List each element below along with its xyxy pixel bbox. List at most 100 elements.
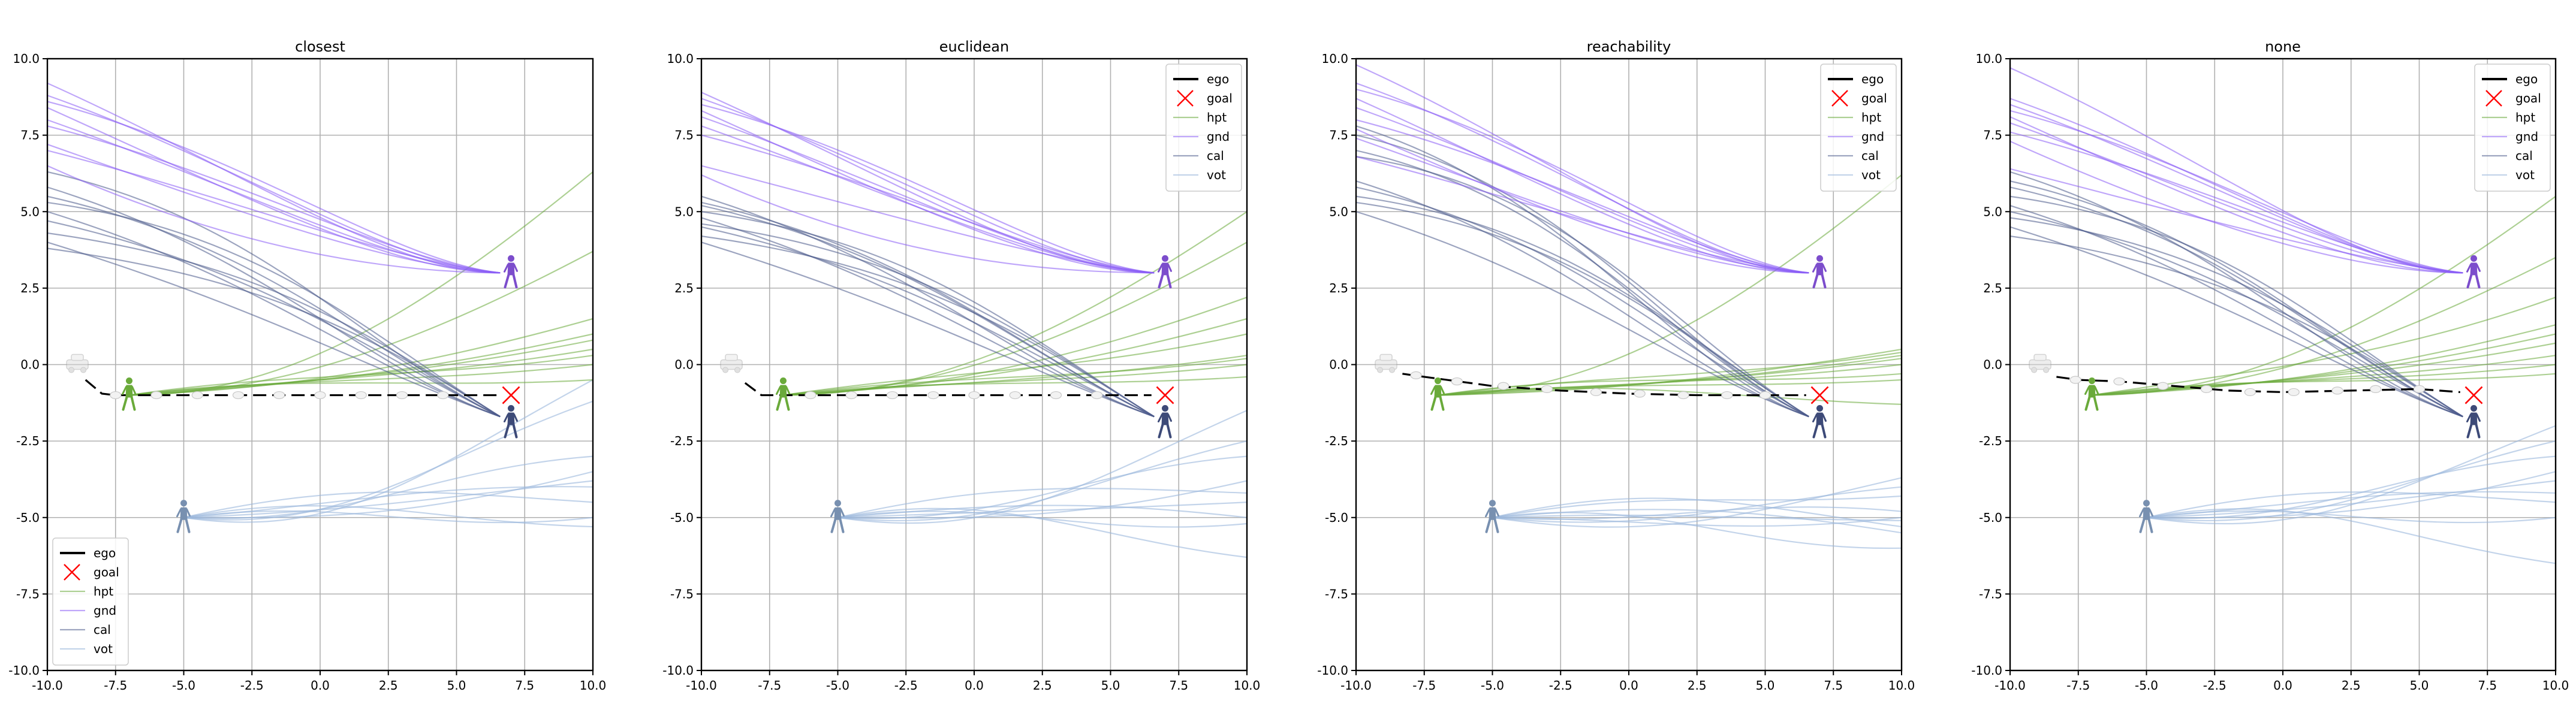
trajectory-hpt <box>783 355 1247 396</box>
waypoint-dot-icon <box>1759 391 1771 400</box>
trajectory-vot <box>2146 510 2556 524</box>
pedestrian-arms <box>776 386 790 395</box>
y-tick-label: -5.0 <box>670 510 694 525</box>
pedestrian-head <box>834 500 841 507</box>
trajectory-cal <box>2010 204 2463 418</box>
legend-item-cal: cal <box>2482 149 2533 163</box>
trajectory-vot <box>837 507 1247 558</box>
trajectory-cal <box>2010 226 2463 418</box>
trajectory-cal <box>1356 186 1809 418</box>
pedestrian-icon <box>2084 377 2099 411</box>
y-tick-label: 10.0 <box>1321 52 1348 66</box>
legend: ego goal hpt gnd cal vot <box>52 537 129 666</box>
waypoint-dot-icon <box>2370 385 2382 393</box>
trajectory-vot <box>183 379 593 523</box>
trajectories <box>701 92 1247 558</box>
waypoint-dot-icon <box>1541 385 1553 393</box>
pedestrian-legs <box>122 395 136 411</box>
goal-marker-icon <box>1156 386 1174 404</box>
y-tick-label: -7.5 <box>1979 587 2002 601</box>
pedestrian-icon <box>1158 255 1172 289</box>
legend-label: vot <box>1207 168 1226 182</box>
trajectory-gnd <box>47 101 501 274</box>
pedestrian-icon <box>1485 500 1499 533</box>
x-tick-label: -2.5 <box>240 678 264 693</box>
trajectory-vot <box>183 510 593 524</box>
trajectory-gnd <box>47 150 501 274</box>
pedestrian-torso <box>507 262 515 276</box>
x-tick-label: 5.0 <box>1756 678 1775 693</box>
trajectories <box>47 82 593 528</box>
trajectory-vot <box>183 480 593 518</box>
car-icon <box>720 354 743 373</box>
pedestrian-legs <box>2466 423 2481 439</box>
y-tick-label: 10.0 <box>13 52 40 66</box>
legend-item-ego: ego <box>2482 72 2538 86</box>
trajectory-cal <box>701 226 1155 418</box>
legend-label: goal <box>1207 91 1233 105</box>
waypoint-dot-icon <box>1677 391 1689 400</box>
trajectory-vot <box>183 491 593 518</box>
pedestrian-head <box>1162 404 1168 412</box>
trajectory-gnd <box>2010 98 2463 274</box>
pedestrian-head <box>1489 500 1496 507</box>
waypoint-dot-icon <box>1721 391 1733 400</box>
x-tick-label: 10.0 <box>1888 678 1915 693</box>
x-tick-label: 5.0 <box>1101 678 1120 693</box>
grid <box>1355 58 1902 671</box>
ego-path <box>85 379 498 397</box>
legend-label: ego <box>1861 72 1884 86</box>
legend: ego goal hpt gnd cal vot <box>1165 64 1242 192</box>
car-body <box>2029 359 2051 370</box>
waypoint-dot-icon <box>314 391 326 400</box>
x-tick-label: -7.5 <box>1412 678 1436 693</box>
x-tick-label: -7.5 <box>2066 678 2090 693</box>
trajectory-hpt <box>2092 333 2556 396</box>
pedestrian-legs <box>504 273 518 289</box>
waypoint-dot-icon <box>150 391 162 400</box>
x-tick-label: -10.0 <box>1340 678 1372 693</box>
x-tick-label: -2.5 <box>1549 678 1572 693</box>
goal-cross-b <box>1810 386 1829 404</box>
waypoint-dot-icon <box>1410 371 1422 379</box>
legend-label: goal <box>1861 91 1887 105</box>
legend-item-vot: vot <box>2482 168 2535 182</box>
waypoint-dot-icon <box>1009 391 1021 400</box>
trajectory-hpt <box>129 379 593 396</box>
pedestrian-arms <box>1812 263 1827 273</box>
y-tick-label: -2.5 <box>1979 434 2002 448</box>
pedestrian-icon <box>504 255 518 289</box>
car-icon <box>1375 354 1397 373</box>
x-tick-label: -7.5 <box>104 678 127 693</box>
legend-item-vot: vot <box>1173 168 1226 182</box>
trajectory-cal <box>2010 171 2463 418</box>
y-tick-label: -5.0 <box>1325 510 1348 525</box>
x-tick-label: 2.5 <box>379 678 398 693</box>
legend-label: vot <box>94 642 113 656</box>
subplot-closest: -10.0 -7.5 -5.0 -2.5 0.0 2.5 5.0 7.5 10.0 -10.0 -7… <box>8 38 606 693</box>
trajectory-vot <box>837 488 1247 518</box>
legend: ego goal hpt gnd cal vot <box>2474 64 2551 192</box>
trajectory-hpt <box>783 241 1247 396</box>
y-tick-label: 5.0 <box>674 204 694 219</box>
pedestrian-legs <box>1158 423 1172 439</box>
trajectory-gnd <box>2010 140 2463 274</box>
y-tick-label: -7.5 <box>1325 587 1348 601</box>
y-tick-label: 2.5 <box>1329 281 1348 295</box>
x-tick-label: 5.0 <box>2410 678 2429 693</box>
y-tick-label: -5.0 <box>1979 510 2002 525</box>
y-tick-label: 5.0 <box>1983 204 2002 219</box>
legend-label: hpt <box>94 584 113 599</box>
car-wheel-left <box>68 367 75 373</box>
legend-item-hpt: hpt <box>1173 110 1227 125</box>
pedestrian-legs <box>1430 395 1445 411</box>
chart-title: euclidean <box>939 38 1009 55</box>
trajectory-gnd <box>701 134 1155 274</box>
car-icon <box>2029 354 2051 373</box>
pedestrian-torso <box>2143 507 2150 520</box>
y-tick-label: 2.5 <box>674 281 694 295</box>
pedestrian-head <box>2470 404 2477 412</box>
pedestrian-arms <box>122 386 136 395</box>
legend-label: vot <box>2515 168 2535 182</box>
